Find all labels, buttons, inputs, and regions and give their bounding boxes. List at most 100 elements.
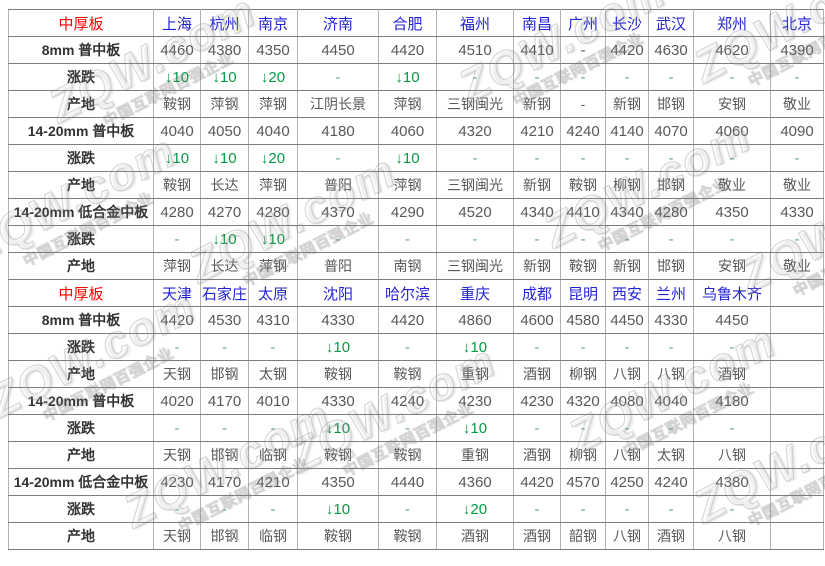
city-header[interactable]: 沈阳 [297,279,379,307]
price-cell: 4440 [378,468,437,496]
city-header[interactable]: 杭州 [200,9,249,37]
price-cell: 4330 [297,306,379,334]
price-cell: 4070 [648,117,694,145]
city-header[interactable]: 南京 [248,9,298,37]
city-header[interactable]: 济南 [297,9,379,37]
change-cell: - [605,144,649,172]
price-cell: 4080 [605,387,649,415]
price-row: 14-20mm 普中板 4020 4170 4010 4330 4240 4230 4230 4… [8,387,824,415]
price-row: 14-20mm 低合金中板 4280 4270 4280 4370 4290 4520 434… [8,198,824,226]
origin-row: 产地 萍钢 长达 萍钢 普阳 南钢 三钢闽光 新钢 鞍钢 新钢 邯钢 安钢 敬业 [8,252,824,280]
price-cell: 4280 [153,198,201,226]
city-header[interactable]: 石家庄 [200,279,249,307]
price-cell: 4350 [248,36,298,64]
city-header[interactable]: 哈尔滨 [378,279,437,307]
price-cell [770,306,824,334]
price-cell: 4240 [560,117,606,145]
change-cell: - [693,414,771,442]
price-cell: 4330 [648,306,694,334]
price-cell: 4240 [378,387,437,415]
origin-cell: 八钢 [648,360,694,388]
city-header[interactable]: 郑州 [693,9,771,37]
price-cell: 4340 [605,198,649,226]
origin-cell: 鞍钢 [378,360,437,388]
change-cell: - [770,225,824,253]
section-title-cell: 中厚板 [8,279,154,307]
city-header[interactable]: 太原 [248,279,298,307]
city-header[interactable]: 兰州 [648,279,694,307]
origin-cell: 鞍钢 [378,522,437,550]
change-cell: - [605,63,649,91]
origin-cell [770,441,824,469]
origin-row: 产地 鞍钢 长达 萍钢 普阳 萍钢 三钢闽光 新钢 鞍钢 柳钢 邯钢 敬业 敬业 [8,171,824,199]
row-label: 14-20mm 低合金中板 [8,198,154,226]
row-label: 产地 [8,441,154,469]
origin-cell: 萍钢 [248,171,298,199]
change-cell: - [693,144,771,172]
change-cell: - [200,495,249,523]
origin-cell [770,522,824,550]
change-cell: - [770,63,824,91]
change-cell: ↓10 [200,63,249,91]
price-cell: 4280 [248,198,298,226]
origin-cell: 酒钢 [513,441,561,469]
change-row: 涨跌 - - - ↓10- ↓10- - - - - [8,414,824,442]
price-cell: 4170 [200,468,249,496]
change-cell: - [297,144,379,172]
price-cell: 4510 [436,36,514,64]
origin-cell: 重钢 [436,441,514,469]
price-cell: 4450 [605,306,649,334]
origin-cell: 南钢 [378,252,437,280]
city-header[interactable]: 长沙 [605,9,649,37]
city-header[interactable]: 天津 [153,279,201,307]
change-cell: ↓10 [200,144,249,172]
change-cell: ↓10 [248,225,298,253]
city-header[interactable]: 武汉 [648,9,694,37]
city-header[interactable]: 上海 [153,9,201,37]
change-cell: - [248,495,298,523]
city-header[interactable]: 福州 [436,9,514,37]
city-header[interactable]: 合肥 [378,9,437,37]
change-row: 涨跌 - ↓10 ↓10- - - - - - - - - [8,225,824,253]
origin-cell: 三钢闽光 [436,171,514,199]
city-header[interactable]: 北京 [770,9,824,37]
origin-cell: 鞍钢 [153,171,201,199]
price-cell: 4530 [200,306,249,334]
change-cell: ↓10 [378,144,437,172]
price-cell: 4090 [770,117,824,145]
city-header[interactable]: 乌鲁木齐 [693,279,771,307]
row-label: 涨跌 [8,144,154,172]
price-cell: 4420 [378,36,437,64]
price-cell: 4570 [560,468,606,496]
city-header[interactable]: 广州 [560,9,606,37]
price-cell: 4580 [560,306,606,334]
price-cell: 4340 [513,198,561,226]
origin-cell: 酒钢 [648,522,694,550]
origin-cell: 太钢 [248,360,298,388]
origin-cell: 新钢 [513,90,561,118]
price-row: 14-20mm 低合金中板 4230 4170 4210 4350 4440 4360 442… [8,468,824,496]
origin-cell: 柳钢 [560,360,606,388]
change-cell: - [605,495,649,523]
row-label: 产地 [8,360,154,388]
city-header[interactable]: 昆明 [560,279,606,307]
origin-cell: 萍钢 [200,90,249,118]
price-cell: 4020 [153,387,201,415]
city-header[interactable]: 成都 [513,279,561,307]
change-cell: - [605,414,649,442]
price-cell: 4250 [605,468,649,496]
origin-cell: 萍钢 [153,252,201,280]
change-cell: ↓20 [248,63,298,91]
price-cell: 4320 [436,117,514,145]
city-header[interactable]: 重庆 [436,279,514,307]
price-cell: 4620 [693,36,771,64]
price-cell: 4350 [297,468,379,496]
price-cell [770,468,824,496]
city-header[interactable]: 西安 [605,279,649,307]
city-header [770,279,824,307]
city-header[interactable]: 南昌 [513,9,561,37]
origin-cell: 八钢 [693,441,771,469]
origin-cell: 萍钢 [378,171,437,199]
price-cell: 4010 [248,387,298,415]
price-cell: 4230 [513,387,561,415]
